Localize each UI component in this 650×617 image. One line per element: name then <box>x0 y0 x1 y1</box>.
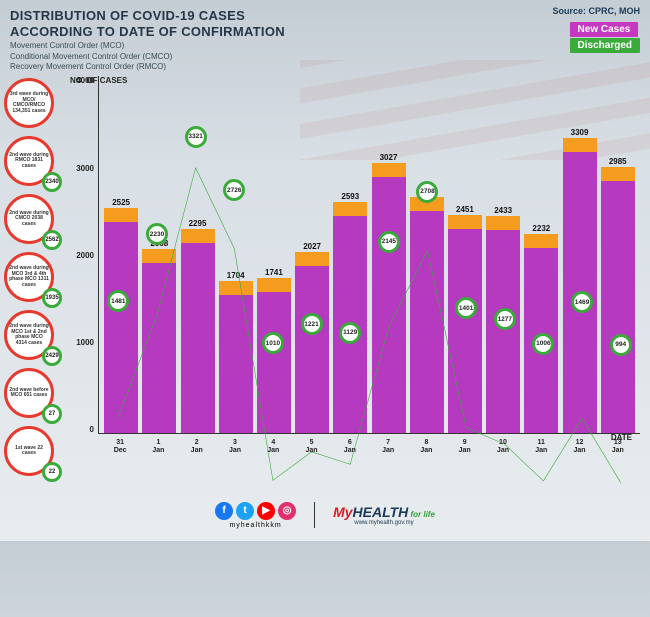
sub1: Movement Control Order (MCO) <box>10 41 124 50</box>
bar: 2433 <box>486 76 520 433</box>
bar-value-label: 1704 <box>227 271 245 280</box>
bar: 3027 <box>372 76 406 433</box>
x-tick-label: 10Jan <box>486 436 520 466</box>
facebook-icon[interactable]: f <box>215 502 233 520</box>
bar-value-label: 3027 <box>380 153 398 162</box>
bar-value-label: 2068 <box>150 239 168 248</box>
brand-health: HEALTH <box>353 504 409 520</box>
x-tick-label: 1Jan <box>141 436 175 466</box>
legend: New Cases Discharged <box>570 22 640 54</box>
bar: 2232 <box>524 76 558 433</box>
brand-url: www.myhealth.gov.my <box>354 520 413 526</box>
y-tick: 0 <box>90 425 94 434</box>
chart-subtitle: Movement Control Order (MCO) Conditional… <box>10 41 640 72</box>
x-axis-title: DATE <box>611 433 632 442</box>
chart-title: DISTRIBUTION OF COVID-19 CASES ACCORDING… <box>10 8 640 39</box>
x-tick-label: 3Jan <box>218 436 252 466</box>
y-tick: 4000 <box>76 76 94 85</box>
wave-circle: 3rd wave during MCO/ CMCO/RMCO 134,351 c… <box>4 78 54 128</box>
footer: ft▶◎ myhealthkkm MyHEALTH for life www.m… <box>0 493 650 537</box>
x-tick-label: 9Jan <box>448 436 482 466</box>
bar-value-label: 1741 <box>265 268 283 277</box>
wave-summary-column: 3rd wave during MCO/ CMCO/RMCO 134,351 c… <box>0 76 62 480</box>
wave-item: 2nd wave during CMCO 2038 cases2562 <box>4 194 58 248</box>
bar-value-label: 3309 <box>571 128 589 137</box>
title-line2: ACCORDING TO DATE OF CONFIRMATION <box>10 24 285 39</box>
x-tick-label: 6Jan <box>333 436 367 466</box>
y-axis: 4000 3000 2000 1000 0 <box>66 76 98 466</box>
wave-small-circle: 2562 <box>42 230 62 250</box>
plot-wrap: 2525 2068 2295 1704 1741 2027 2593 3027 2643 2451… <box>98 76 640 466</box>
bar-value-label: 2593 <box>341 192 359 201</box>
bar-value-label: 2451 <box>456 205 474 214</box>
bar-value-label: 2985 <box>609 157 627 166</box>
plot: 2525 2068 2295 1704 1741 2027 2593 3027 2643 2451… <box>98 76 640 434</box>
bar-value-label: 2295 <box>189 219 207 228</box>
wave-small-circle: 2429 <box>42 346 62 366</box>
bars-container: 2525 2068 2295 1704 1741 2027 2593 3027 2643 2451… <box>99 76 640 433</box>
wave-small-circle: 1935 <box>42 288 62 308</box>
sub2: Conditional Movement Control Order (CMCO… <box>10 52 172 61</box>
x-tick-label: 2Jan <box>180 436 214 466</box>
wave-item: 2nd wave during MCO 1st & 2nd phase MCO … <box>4 310 58 364</box>
bar: 2643 <box>410 76 444 433</box>
chart-header: DISTRIBUTION OF COVID-19 CASES ACCORDING… <box>0 0 650 76</box>
bar: 2593 <box>333 76 367 433</box>
wave-item: 2nd wave during RMCO 1831 cases2340 <box>4 136 58 190</box>
x-tick-label: 7Jan <box>371 436 405 466</box>
social-handle: myhealthkkm <box>229 522 281 529</box>
wave-small-circle: 27 <box>42 404 62 424</box>
wave-item: 1st wave 22 cases22 <box>4 426 58 480</box>
bar-value-label: 2027 <box>303 242 321 251</box>
bar: 2027 <box>295 76 329 433</box>
brand-my: My <box>333 504 352 520</box>
y-tick: 3000 <box>76 164 94 173</box>
x-axis-labels: 31Dec1Jan2Jan3Jan4Jan5Jan6Jan7Jan8Jan9Ja… <box>98 436 640 466</box>
sub3: Recovery Movement Control Order (RMCO) <box>10 62 166 71</box>
socials: ft▶◎ myhealthkkm <box>215 502 296 529</box>
twitter-icon[interactable]: t <box>236 502 254 520</box>
footer-separator <box>314 502 315 528</box>
wave-item: 3rd wave during MCO/ CMCO/RMCO 134,351 c… <box>4 78 58 132</box>
bar-value-label: 2525 <box>112 198 130 207</box>
bar: 1741 <box>257 76 291 433</box>
chart-area: NO. OF CASES 40003000200010000 252520682… <box>62 76 650 480</box>
legend-discharged: Discharged <box>570 38 640 53</box>
x-tick-label: 11Jan <box>524 436 558 466</box>
title-line1: DISTRIBUTION OF COVID-19 CASES <box>10 8 245 23</box>
wave-item: 2nd wave during MCO 3rd & 4th phase MCO … <box>4 252 58 306</box>
bar: 2068 <box>142 76 176 433</box>
bar-value-label: 2433 <box>494 206 512 215</box>
x-tick-label: 5Jan <box>295 436 329 466</box>
y-tick: 1000 <box>76 338 94 347</box>
x-tick-label: 12Jan <box>563 436 597 466</box>
bar-value-label: 2232 <box>532 224 550 233</box>
x-tick-label: 31Dec <box>103 436 137 466</box>
y-tick: 2000 <box>76 251 94 260</box>
bar: 2525 <box>104 76 138 433</box>
brand: MyHEALTH for life <box>333 504 435 520</box>
wave-small-circle: 2340 <box>42 172 62 192</box>
legend-new-cases: New Cases <box>570 22 639 37</box>
youtube-icon[interactable]: ▶ <box>257 502 275 520</box>
source-label: Source: CPRC, MOH <box>552 6 640 16</box>
bar: 2451 <box>448 76 482 433</box>
social-icons-row: ft▶◎ <box>215 502 296 520</box>
instagram-icon[interactable]: ◎ <box>278 502 296 520</box>
bar: 3309 <box>563 76 597 433</box>
wave-item: 2nd wave before MCO 651 cases27 <box>4 368 58 422</box>
x-tick-label: 4Jan <box>256 436 290 466</box>
bar: 1704 <box>219 76 253 433</box>
brand-forlife: for life <box>408 510 435 519</box>
myhealth-logo: MyHEALTH for life www.myhealth.gov.my <box>333 504 435 526</box>
wave-small-circle: 22 <box>42 462 62 482</box>
x-tick-label: 8Jan <box>409 436 443 466</box>
bar: 2985 <box>601 76 635 433</box>
bar-value-label: 2643 <box>418 187 436 196</box>
bar: 2295 <box>181 76 215 433</box>
